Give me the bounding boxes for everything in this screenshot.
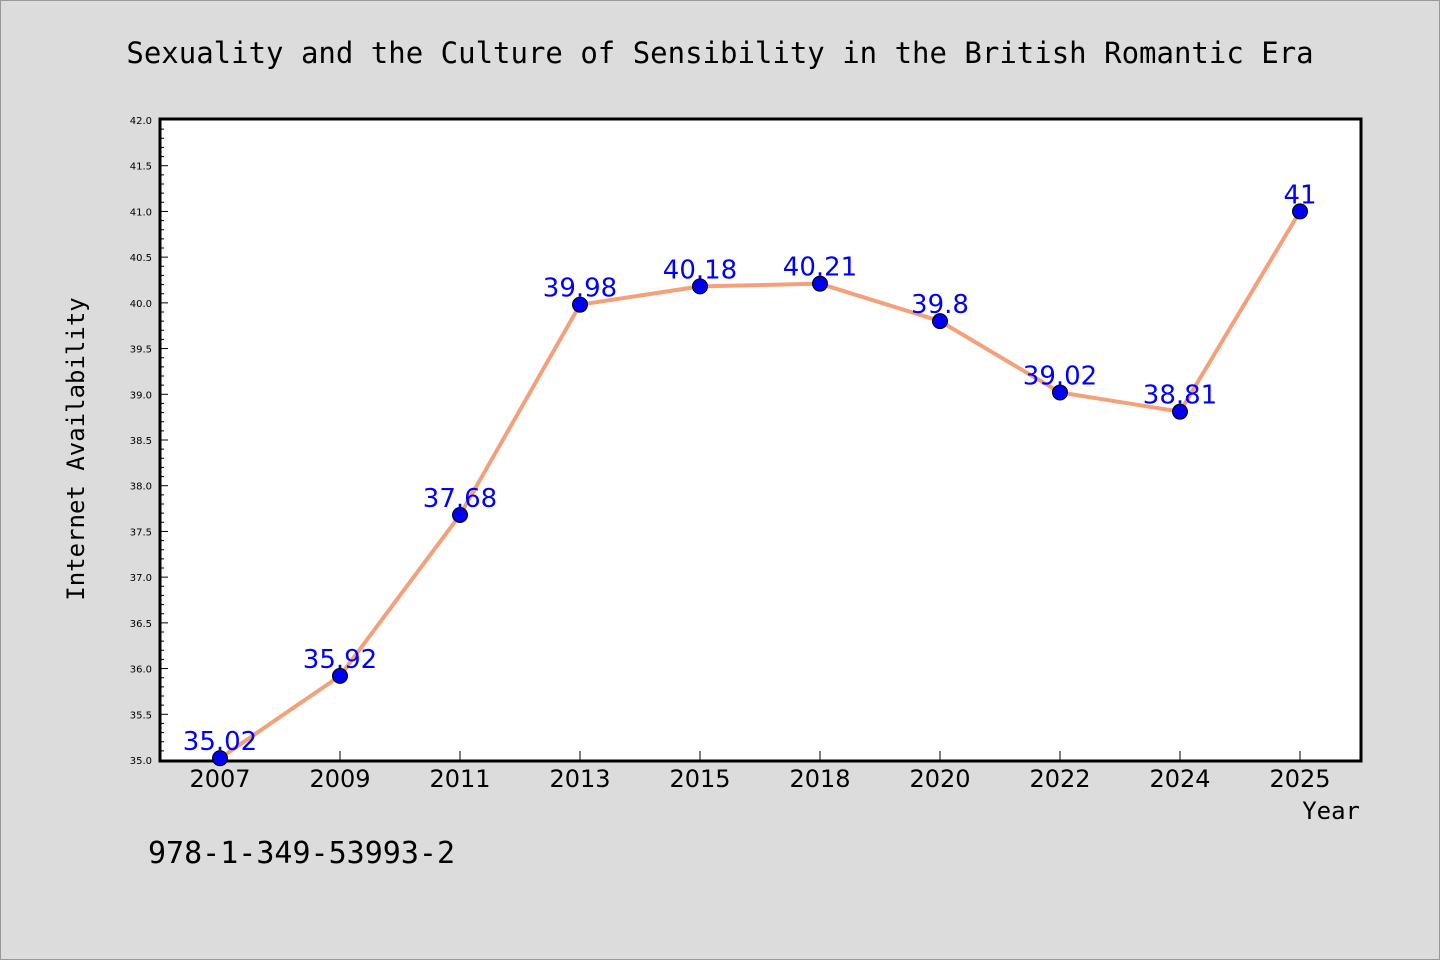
data-point: [932, 313, 948, 330]
data-point: [332, 667, 348, 684]
y-tick-label: 35.5: [130, 710, 152, 721]
data-point: [812, 275, 828, 292]
x-tick-label: 2024: [1149, 765, 1210, 793]
x-tick-label: 2007: [189, 765, 250, 793]
data-label: 39.8: [911, 290, 969, 320]
y-tick-label: 40.0: [130, 299, 152, 310]
x-tick-label: 2011: [429, 765, 490, 793]
data-label: 40.21: [783, 253, 857, 283]
data-label: 40.18: [663, 255, 737, 285]
data-point: [692, 278, 708, 295]
y-tick-label: 36.0: [130, 665, 152, 676]
x-tick-label: 2025: [1269, 765, 1330, 793]
x-tick-label: 2020: [909, 765, 970, 793]
data-label: 37.68: [423, 484, 497, 514]
y-tick-label: 37.0: [130, 573, 152, 584]
data-point: [1292, 203, 1308, 220]
plot-area: [158, 117, 1363, 763]
y-tick-label: 40.5: [130, 253, 152, 264]
data-label: 35.92: [303, 645, 377, 675]
y-tick-label: 42.0: [130, 116, 152, 127]
x-tick-label: 2009: [309, 765, 370, 793]
x-tick-label: 2013: [549, 765, 610, 793]
data-point: [1172, 403, 1188, 420]
y-tick-label: 36.5: [130, 619, 152, 630]
data-point: [212, 750, 228, 767]
data-point: [1052, 384, 1068, 401]
x-axis-label: Year: [1302, 797, 1360, 825]
y-tick-label: 35.0: [130, 756, 152, 767]
y-tick-label: 41.5: [130, 162, 152, 173]
series-layer: [212, 203, 1308, 767]
data-labels: 35.02 35.92 37.68 39.98 40.18 40.21 39.8 39.02 3…: [183, 180, 1317, 757]
annotation-text: 978-1-349-53993-2: [148, 836, 455, 871]
chart-title: Sexuality and the Culture of Sensibility…: [126, 36, 1313, 70]
y-axis-label: Internet Availability: [62, 297, 90, 600]
data-label: 39.98: [543, 274, 617, 304]
data-point: [452, 506, 468, 523]
y-tick-label: 41.0: [130, 207, 152, 218]
x-axis: 2007 2009 2011 2013 2015 2018 2020 2022 2024 2025: [189, 751, 1331, 793]
series-line: [218, 209, 1302, 761]
x-tick-label: 2018: [789, 765, 850, 793]
data-label: 35.02: [183, 727, 257, 757]
data-point: [572, 296, 588, 313]
x-tick-label: 2022: [1029, 765, 1090, 793]
y-axis: 35.0 35.5 36.0 36.5 37.0 37.5 38.0 38.5 39.0 39.5…: [130, 116, 168, 767]
y-tick-label: 38.5: [130, 436, 152, 447]
data-label: 38.81: [1143, 381, 1217, 411]
y-tick-label: 38.0: [130, 482, 152, 493]
y-tick-label: 39.0: [130, 390, 152, 401]
data-label: 41: [1283, 180, 1316, 210]
x-tick-label: 2015: [669, 765, 730, 793]
y-tick-label: 37.5: [130, 527, 152, 538]
y-tick-label: 39.5: [130, 345, 152, 356]
data-label: 39.02: [1023, 361, 1097, 391]
